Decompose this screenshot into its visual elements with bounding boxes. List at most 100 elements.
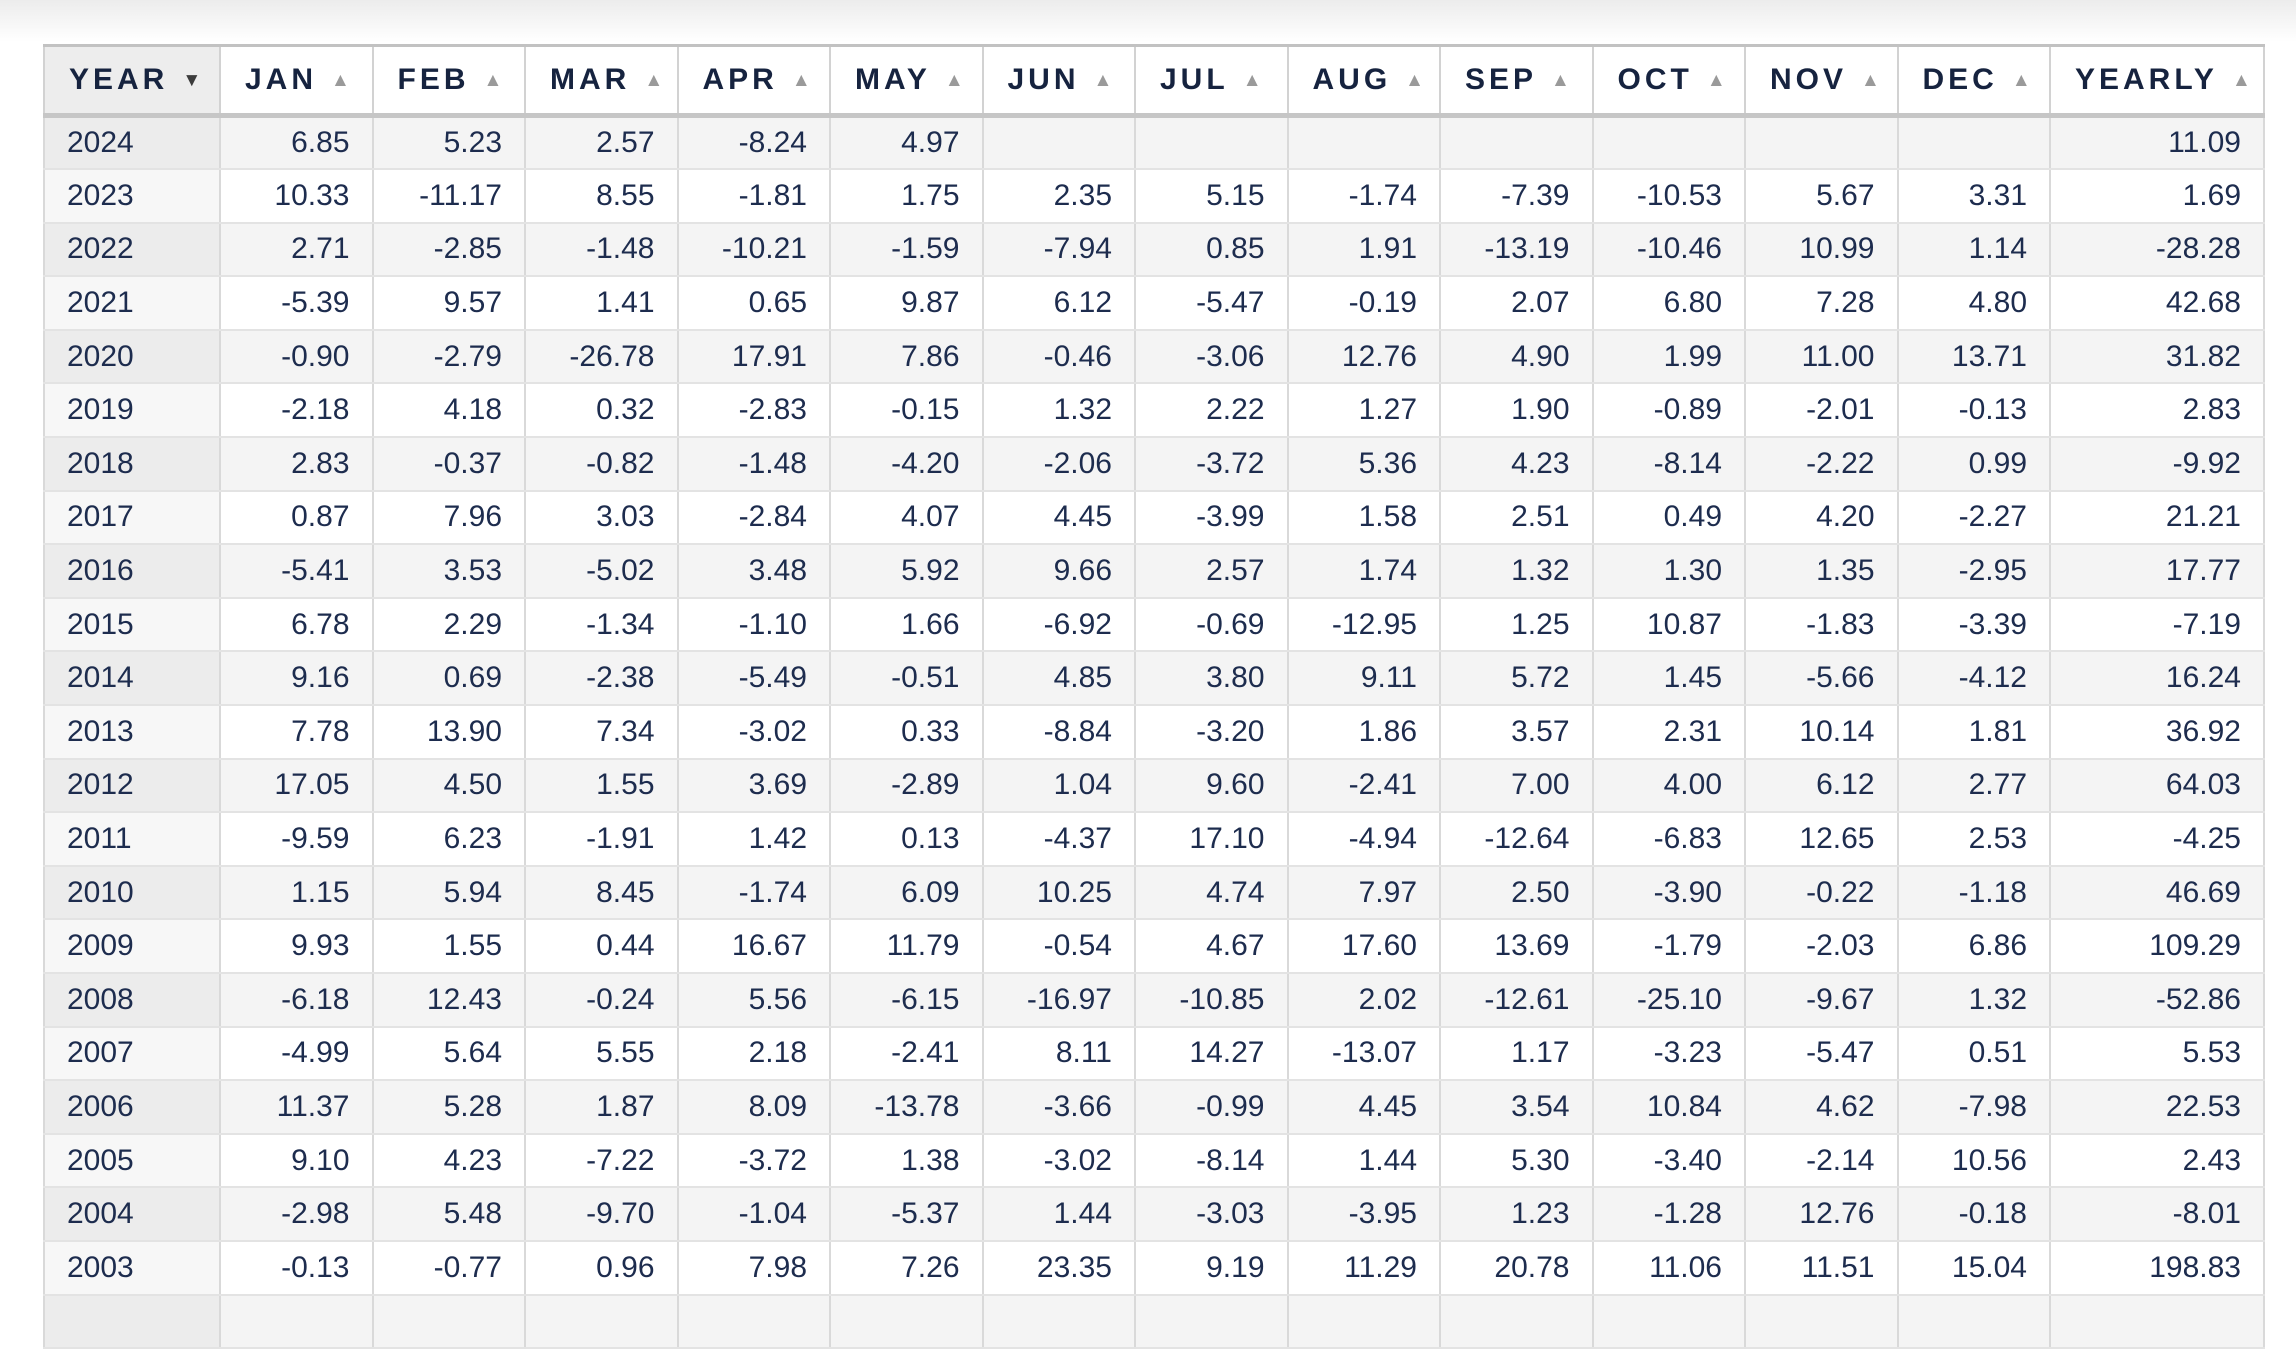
monthly-return-cell: 7.97 <box>1286 865 1441 921</box>
column-header-jun[interactable]: JUN ▲ <box>981 44 1136 118</box>
monthly-return-cell: -5.47 <box>1134 276 1289 331</box>
monthly-return-cell: 8.45 <box>524 865 679 921</box>
year-cell: 2012 <box>43 758 221 814</box>
monthly-return-cell: -3.95 <box>1286 1187 1441 1242</box>
column-header-yearly[interactable]: YEARLY ▲ <box>2049 44 2265 118</box>
column-header-year[interactable]: YEAR ▼ <box>43 44 221 118</box>
partial-cell <box>676 1294 831 1349</box>
table-header-row: YEAR ▼ JAN ▲ FEB ▲ MAR ▲ APR ▲ MAY ▲ JUN ▲ JUL ▲ AUG ▲ SEP… <box>43 44 2265 118</box>
monthly-return-cell: 1.55 <box>524 758 679 814</box>
year-cell: 2024 <box>43 115 221 171</box>
monthly-return-cell: 17.10 <box>1134 812 1289 867</box>
column-header-dec[interactable]: DEC ▲ <box>1896 44 2051 118</box>
monthly-return-cell: 2.77 <box>1896 758 2051 814</box>
monthly-return-cell: 1.15 <box>219 865 374 921</box>
column-header-mar[interactable]: MAR ▲ <box>524 44 679 118</box>
monthly-return-cell: 5.92 <box>829 544 984 599</box>
monthly-return-cell: 10.56 <box>1896 1133 2051 1189</box>
sort-asc-icon: ▲ <box>1551 70 1570 91</box>
column-header-may[interactable]: MAY ▲ <box>829 44 984 118</box>
monthly-return-cell: 6.78 <box>219 597 374 653</box>
monthly-return-cell: 6.85 <box>219 115 374 171</box>
monthly-return-cell: 4.20 <box>1744 490 1899 546</box>
yearly-return-cell: -8.01 <box>2049 1187 2265 1242</box>
table-row-2015: 2015 6.78 2.29 -1.34 -1.10 1.66 -6.92 -0.69 -12.… <box>43 597 2265 653</box>
monthly-return-cell: 16.67 <box>676 919 831 974</box>
monthly-return-cell: 11.79 <box>829 919 984 974</box>
column-header-sep[interactable]: SEP ▲ <box>1439 44 1594 118</box>
monthly-return-cell: 1.14 <box>1896 222 2051 278</box>
monthly-return-cell: -0.18 <box>1896 1187 2051 1242</box>
yearly-return-cell: 1.69 <box>2049 169 2265 224</box>
yearly-return-cell: 2.83 <box>2049 383 2265 439</box>
monthly-return-cell: -3.02 <box>981 1133 1136 1189</box>
monthly-return-cell: -6.18 <box>219 973 374 1028</box>
monthly-return-cell: 4.23 <box>371 1133 526 1189</box>
monthly-return-cell: 1.66 <box>829 597 984 653</box>
monthly-return-cell: 2.29 <box>371 597 526 653</box>
monthly-return-cell: 5.36 <box>1286 437 1441 492</box>
column-header-nov[interactable]: NOV ▲ <box>1744 44 1899 118</box>
monthly-return-cell: 2.50 <box>1439 865 1594 921</box>
monthly-return-cell: 1.38 <box>829 1133 984 1189</box>
monthly-return-cell: -7.98 <box>1896 1080 2051 1135</box>
table-row-2004: 2004 -2.98 5.48 -9.70 -1.04 -5.37 1.44 -3.03 -3.… <box>43 1187 2265 1242</box>
monthly-return-cell: -0.89 <box>1591 383 1746 439</box>
monthly-return-cell: 10.25 <box>981 865 1136 921</box>
column-header-jan[interactable]: JAN ▲ <box>219 44 374 118</box>
monthly-return-cell: -7.22 <box>524 1133 679 1189</box>
monthly-return-cell: -8.84 <box>981 705 1136 760</box>
monthly-return-cell: 12.65 <box>1744 812 1899 867</box>
monthly-return-cell: -2.95 <box>1896 544 2051 599</box>
monthly-return-cell: 0.32 <box>524 383 679 439</box>
column-header-jul[interactable]: JUL ▲ <box>1134 44 1289 118</box>
monthly-return-cell: -1.04 <box>676 1187 831 1242</box>
monthly-return-cell: 1.75 <box>829 169 984 224</box>
monthly-return-cell: 5.67 <box>1744 169 1899 224</box>
monthly-return-cell: -8.14 <box>1134 1133 1289 1189</box>
yearly-return-cell: -4.25 <box>2049 812 2265 867</box>
monthly-return-cell: 10.33 <box>219 169 374 224</box>
monthly-return-cell: 9.87 <box>829 276 984 331</box>
monthly-return-cell: 1.45 <box>1591 651 1746 707</box>
column-header-apr[interactable]: APR ▲ <box>676 44 831 118</box>
yearly-return-cell: 21.21 <box>2049 490 2265 546</box>
monthly-return-cell: -13.19 <box>1439 222 1594 278</box>
monthly-return-cell: -4.12 <box>1896 651 2051 707</box>
column-header-feb[interactable]: FEB ▲ <box>371 44 526 118</box>
yearly-return-cell: 42.68 <box>2049 276 2265 331</box>
monthly-return-cell: -1.48 <box>676 437 831 492</box>
monthly-return-cell: 10.99 <box>1744 222 1899 278</box>
column-header-oct[interactable]: OCT ▲ <box>1591 44 1746 118</box>
monthly-return-cell: 4.00 <box>1591 758 1746 814</box>
monthly-return-cell: 0.33 <box>829 705 984 760</box>
partial-cell <box>1896 1294 2051 1349</box>
year-cell: 2008 <box>43 973 221 1028</box>
table-row-2018: 2018 2.83 -0.37 -0.82 -1.48 -4.20 -2.06 -3.72 5.… <box>43 437 2265 492</box>
monthly-return-cell: -5.37 <box>829 1187 984 1242</box>
monthly-return-cell: 5.55 <box>524 1026 679 1082</box>
year-cell: 2005 <box>43 1133 221 1189</box>
monthly-return-cell: 6.80 <box>1591 276 1746 331</box>
monthly-return-cell: 8.55 <box>524 169 679 224</box>
year-cell: 2004 <box>43 1187 221 1242</box>
monthly-return-cell: -0.99 <box>1134 1080 1289 1135</box>
monthly-return-cell <box>1439 115 1594 171</box>
column-label: MAY <box>855 63 931 96</box>
monthly-return-cell: 4.23 <box>1439 437 1594 492</box>
table-row-2008: 2008 -6.18 12.43 -0.24 5.56 -6.15 -16.97 -10.85… <box>43 973 2265 1028</box>
yearly-return-cell: 31.82 <box>2049 329 2265 385</box>
monthly-return-cell: -2.83 <box>676 383 831 439</box>
column-label: JUL <box>1160 63 1229 96</box>
yearly-return-cell: 46.69 <box>2049 865 2265 921</box>
monthly-return-cell: 2.07 <box>1439 276 1594 331</box>
page-top-gradient <box>0 0 2296 42</box>
year-cell: 2007 <box>43 1026 221 1082</box>
monthly-return-cell: 15.04 <box>1896 1240 2051 1296</box>
column-header-aug[interactable]: AUG ▲ <box>1286 44 1441 118</box>
monthly-return-cell: 1.32 <box>1439 544 1594 599</box>
column-label: YEAR <box>69 63 169 96</box>
monthly-return-cell: 7.00 <box>1439 758 1594 814</box>
monthly-return-cell: -6.83 <box>1591 812 1746 867</box>
yearly-return-cell: 64.03 <box>2049 758 2265 814</box>
